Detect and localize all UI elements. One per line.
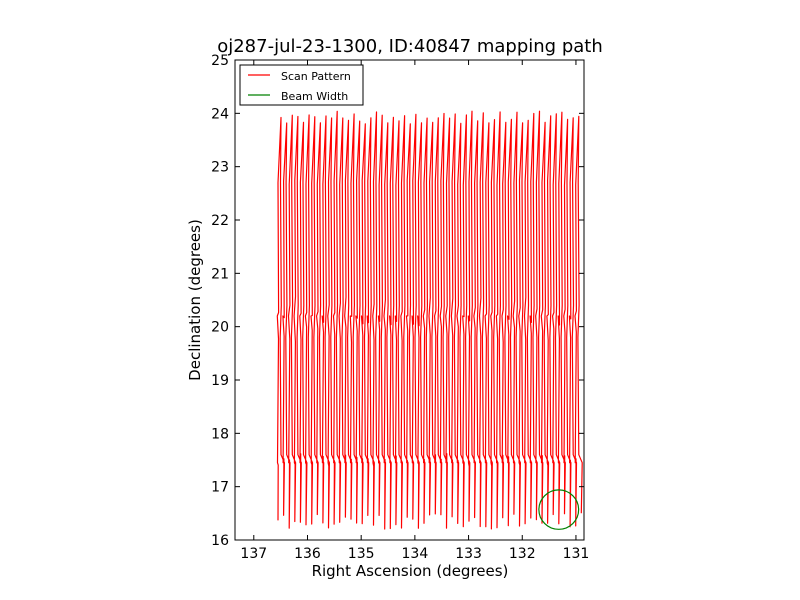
x-tick-label: 132 xyxy=(509,546,536,562)
legend-label-beam-width: Beam Width xyxy=(281,90,348,103)
scan-pattern-line xyxy=(276,110,583,530)
y-tick-label: 21 xyxy=(211,266,229,282)
x-tick-label: 136 xyxy=(294,546,321,562)
legend-label-scan-pattern: Scan Pattern xyxy=(281,70,351,83)
y-tick-label: 25 xyxy=(211,53,229,69)
x-tick-label: 134 xyxy=(402,546,429,562)
x-tick-label: 131 xyxy=(563,546,590,562)
y-tick-label: 22 xyxy=(211,213,229,229)
y-axis: 16 17 18 19 20 21 22 23 24 25 xyxy=(211,53,584,549)
plot-frame xyxy=(234,59,585,541)
x-tick-label: 135 xyxy=(348,546,375,562)
y-axis-label: Declination (degrees) xyxy=(186,219,204,381)
y-tick-label: 24 xyxy=(211,106,229,122)
y-tick-label: 17 xyxy=(211,480,229,496)
x-tick-label: 137 xyxy=(240,546,267,562)
x-tick-label: 133 xyxy=(455,546,482,562)
beam-width-circle xyxy=(538,489,580,530)
y-tick-label: 23 xyxy=(211,160,229,176)
y-tick-label: 19 xyxy=(211,373,229,389)
y-tick-label: 20 xyxy=(211,320,229,336)
legend-box xyxy=(239,64,364,106)
plot-series xyxy=(276,110,583,530)
y-tick-label: 16 xyxy=(211,533,229,549)
y-tick-label: 18 xyxy=(211,426,229,442)
chart-title: oj287-jul-23-1300, ID:40847 mapping path xyxy=(217,36,603,57)
x-axis-label: Right Ascension (degrees) xyxy=(312,562,509,580)
legend: Scan Pattern Beam Width xyxy=(239,64,364,106)
x-axis: 137 136 135 134 133 132 131 xyxy=(240,60,589,562)
